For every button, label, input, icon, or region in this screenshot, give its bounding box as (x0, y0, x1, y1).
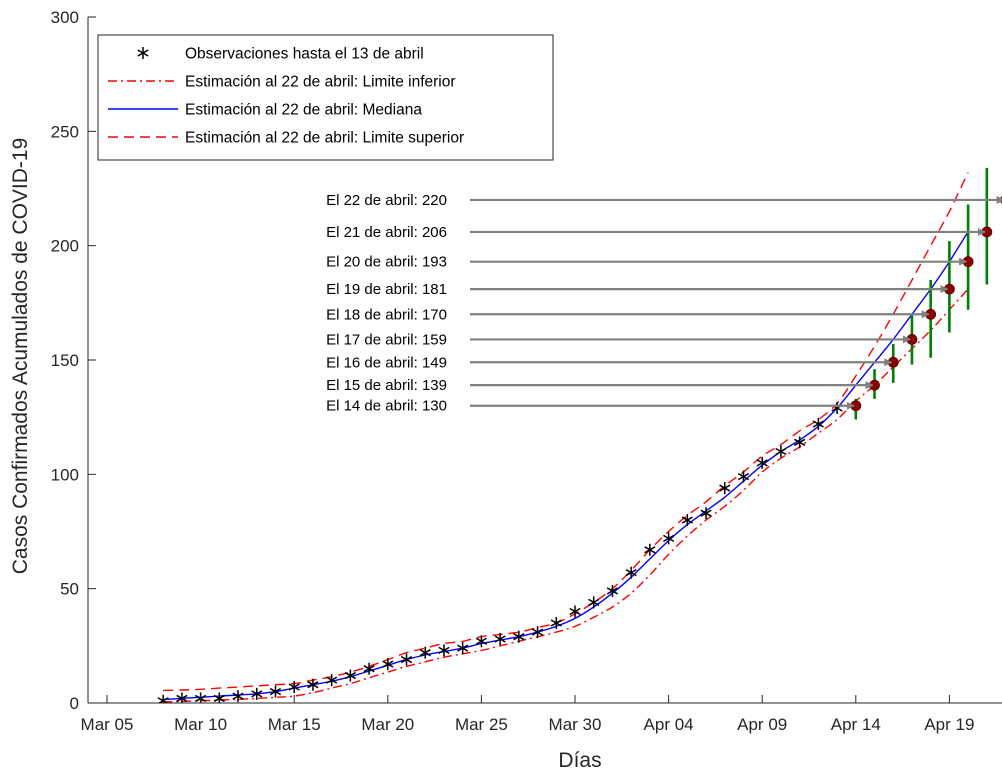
annotation-label: El 16 de abril: 149 (326, 354, 447, 371)
observation-marker (681, 514, 693, 527)
x-tick-label: Mar 30 (549, 715, 602, 734)
series-line-estimaci-n-al-22-de-abril-limite-superior (163, 172, 969, 692)
legend-label: Estimación al 22 de abril: Limite superi… (185, 130, 464, 147)
annotation-label: El 22 de abril: 220 (326, 192, 447, 209)
observation-marker (663, 532, 675, 545)
x-tick-label: Apr 19 (924, 715, 974, 734)
observation-marker (419, 646, 431, 659)
observation-marker (326, 674, 338, 687)
annotation-label: El 15 de abril: 139 (326, 377, 447, 394)
observation-marker (550, 616, 562, 629)
y-tick-label: 200 (51, 237, 79, 256)
series-line-estimaci-n-al-22-de-abril-limite-inferior (163, 288, 969, 703)
x-tick-label: Mar 05 (81, 715, 134, 734)
annotation-label: El 20 de abril: 193 (326, 254, 447, 271)
observation-marker (606, 584, 619, 597)
observation-marker (457, 642, 469, 655)
observation-marker (494, 632, 506, 645)
observation-marker (775, 445, 787, 458)
observation-marker (756, 456, 768, 469)
y-tick-label: 0 (70, 694, 79, 713)
observation-marker (157, 694, 169, 703)
x-tick-label: Mar 15 (268, 715, 321, 734)
legend-box (97, 34, 554, 161)
x-tick-label: Apr 09 (737, 715, 787, 734)
observation-marker (794, 436, 806, 449)
observation-marker (531, 626, 544, 639)
series-line-estimaci-n-al-22-de-abril-mediana (163, 231, 969, 701)
observation-marker (344, 669, 356, 682)
annotation-label: El 18 de abril: 170 (326, 306, 447, 323)
y-tick-label: 250 (51, 122, 79, 141)
observation-marker (513, 630, 525, 643)
observation-marker (812, 418, 824, 431)
observation-marker (269, 685, 282, 698)
annotation-label: El 17 de abril: 159 (326, 331, 447, 348)
observation-marker (307, 678, 319, 691)
observation-marker (288, 680, 300, 693)
observation-marker (588, 596, 600, 609)
x-axis-title: Días (558, 749, 601, 772)
legend-label: Estimación al 22 de abril: Limite inferi… (185, 74, 456, 91)
observation-marker (700, 507, 712, 520)
observation-marker (213, 692, 225, 703)
observation-marker (719, 482, 731, 495)
annotation-label: El 21 de abril: 206 (326, 224, 447, 241)
observation-marker (382, 658, 394, 671)
observation-marker (737, 470, 750, 483)
annotation-label: El 14 de abril: 130 (326, 398, 447, 415)
observation-marker (251, 687, 263, 700)
annotation-label: El 19 de abril: 181 (326, 281, 447, 298)
observation-marker (475, 635, 487, 648)
x-tick-label: Mar 20 (361, 715, 414, 734)
legend-label: Observaciones hasta el 13 de abril (185, 46, 424, 63)
legend-marker-icon (137, 47, 149, 59)
y-axis-title: Casos Confirmados Acumulados de COVID-19 (9, 138, 32, 575)
y-tick-label: 150 (51, 351, 79, 370)
x-tick-label: Mar 10 (174, 715, 227, 734)
x-tick-label: Apr 04 (644, 715, 694, 734)
legend-label: Estimación al 22 de abril: Mediana (185, 102, 422, 119)
y-tick-label: 50 (60, 580, 79, 599)
observation-marker (569, 605, 581, 618)
plot-area (157, 167, 1002, 703)
observation-marker (232, 690, 244, 703)
y-tick-label: 300 (51, 8, 79, 27)
observation-marker (176, 692, 188, 703)
x-tick-label: Apr 14 (831, 715, 881, 734)
observation-marker (644, 543, 656, 556)
observation-marker (400, 653, 413, 666)
observation-marker (438, 644, 450, 657)
x-tick-label: Mar 25 (455, 715, 508, 734)
y-tick-label: 100 (51, 465, 79, 484)
observation-marker (363, 662, 375, 675)
observation-marker (625, 566, 637, 579)
